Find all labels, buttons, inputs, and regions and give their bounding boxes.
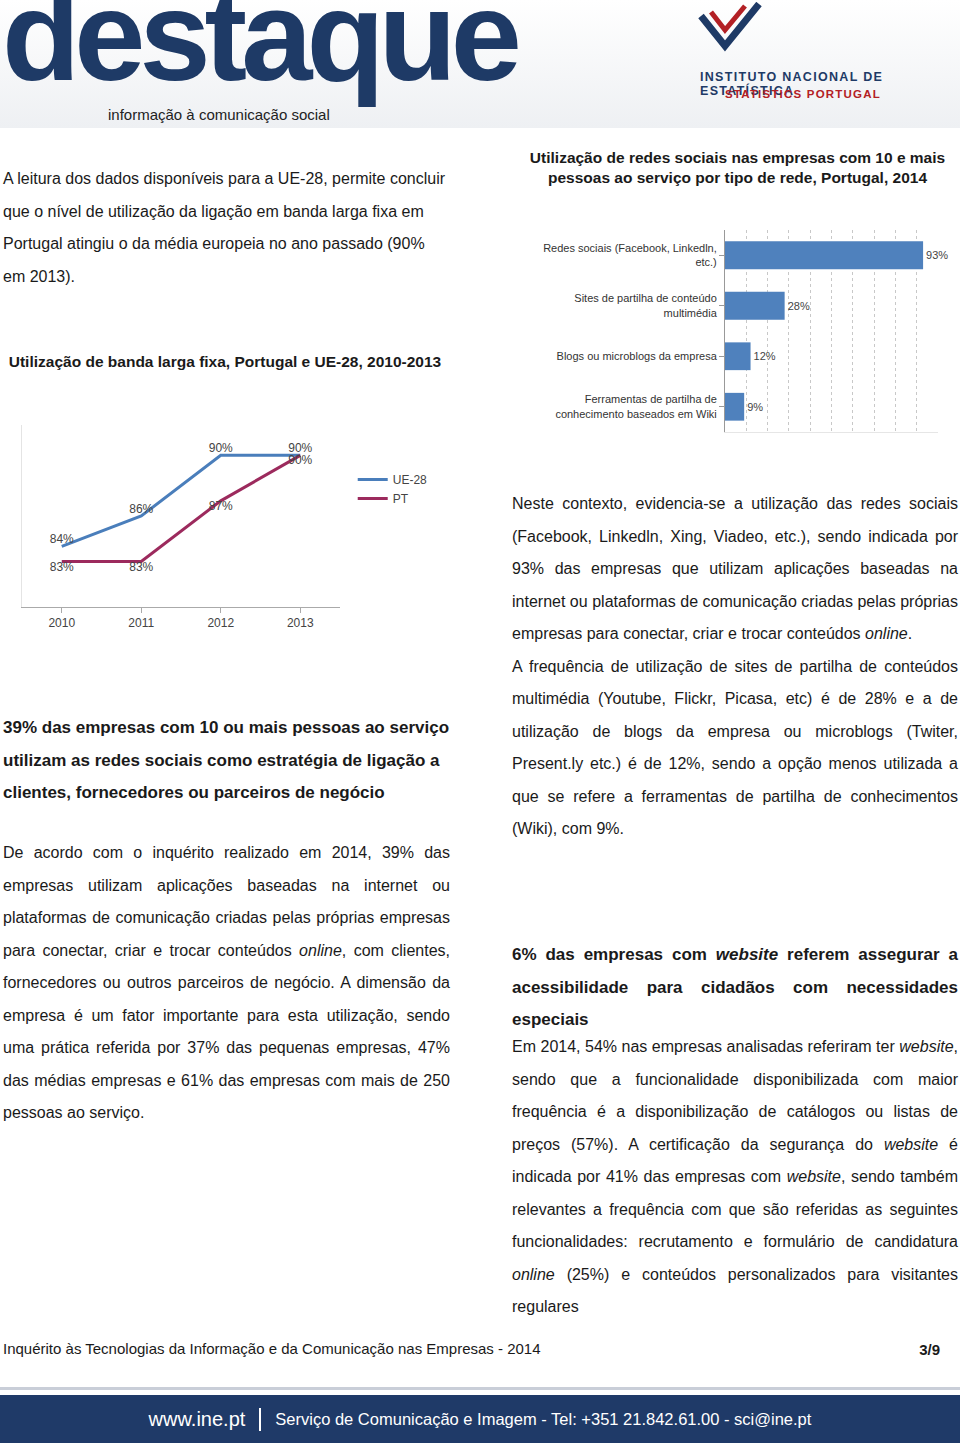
svg-text:83%: 83%: [129, 560, 153, 574]
svg-text:Redes sociais (Facebook, Linke: Redes sociais (Facebook, Linkedln,etc.): [543, 242, 717, 268]
svg-text:PT: PT: [393, 492, 409, 506]
svg-text:Sites de partilha de conteúdom: Sites de partilha de conteúdomultimédia: [574, 292, 717, 318]
svg-text:Blogs ou microblogs da empresa: Blogs ou microblogs da empresa: [557, 350, 718, 362]
svg-text:90%: 90%: [288, 441, 312, 455]
svg-text:87%: 87%: [209, 499, 233, 513]
svg-text:93%: 93%: [926, 249, 948, 261]
html-text:A leitura dos dados disponívei: A leitura dos dados disponíveis para a U…: [3, 170, 445, 285]
html-text:informação à comunicação socia: informação à comunicação social: [108, 106, 330, 123]
html-text:39% das empresas com 10 ou mai: 39% das empresas com 10 ou mais pessoas …: [3, 718, 449, 802]
svg-text:83%: 83%: [50, 560, 74, 574]
svg-text:90%: 90%: [288, 453, 312, 467]
svg-text:2012: 2012: [207, 616, 234, 630]
html-text:Serviço de Comunicação e Image: Serviço de Comunicação e Imagem - Tel: +…: [275, 1409, 812, 1428]
html-text:Neste contexto, evidencia-se a: Neste contexto, evidencia-se a utilizaçã…: [512, 495, 958, 642]
svg-text:90%: 90%: [209, 441, 233, 455]
svg-text:9%: 9%: [747, 401, 763, 413]
svg-text:84%: 84%: [50, 532, 74, 546]
html-text:6% das empresas com website re: 6% das empresas com website referem asse…: [512, 945, 958, 1029]
svg-text:2013: 2013: [287, 616, 314, 630]
html-text:Em 2014, 54% nas empresas anal: Em 2014, 54% nas empresas analisadas ref…: [512, 1038, 958, 1250]
svg-text:UE-28: UE-28: [393, 473, 427, 487]
html-text:Utilização de banda larga fixa: Utilização de banda larga fixa, Portugal…: [8, 353, 442, 370]
html-text:3/9: 3/9: [919, 1341, 940, 1358]
html-text:STATISTICS PORTUGAL: STATISTICS PORTUGAL: [725, 88, 881, 100]
svg-text:12%: 12%: [754, 350, 776, 362]
html-text:De acordo com o inquérito real: De acordo com o inquérito realizado em 2…: [3, 844, 450, 1121]
html-text:online (25%) e conteúdos perso: online (25%) e conteúdos personalizados …: [512, 1265, 958, 1315]
svg-text:Ferramentas de partilha deconh: Ferramentas de partilha deconhecimento b…: [555, 393, 716, 419]
html-text:Utilização de redes sociais na: Utilização de redes sociais nas empresas…: [529, 149, 946, 186]
html-text:INSTITUTO NACIONAL DE ESTATÍST: INSTITUTO NACIONAL DE ESTATÍSTICA: [700, 70, 884, 98]
html-text:Inquérito às Tecnologias da In: Inquérito às Tecnologias da Informação e…: [3, 1340, 541, 1357]
svg-text:2011: 2011: [128, 616, 154, 630]
html-text:A frequência de utilização de: A frequência de utilização de sites de p…: [512, 657, 958, 837]
html-text:www.ine.pt: www.ine.pt: [148, 1407, 246, 1430]
svg-text:86%: 86%: [129, 502, 153, 516]
svg-text:28%: 28%: [788, 300, 810, 312]
svg-text:2010: 2010: [48, 616, 75, 630]
